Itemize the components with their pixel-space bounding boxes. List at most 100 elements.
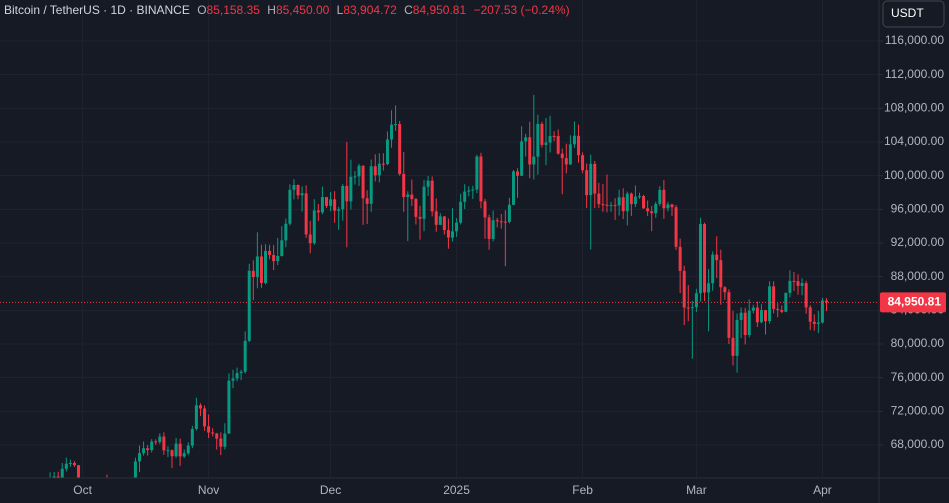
candle-body (341, 186, 345, 210)
candle-body (316, 210, 320, 213)
candle-body (568, 144, 572, 165)
candle-body (723, 287, 727, 293)
candle-body (259, 256, 263, 283)
candle-body (296, 185, 300, 196)
candle-body (467, 190, 471, 192)
y-tick-label: 72,000.00 (891, 404, 945, 418)
candle-body (698, 224, 702, 294)
candle-body (231, 378, 235, 381)
y-tick-label: 88,000.00 (891, 269, 945, 283)
y-tick-label: 80,000.00 (891, 336, 945, 350)
y-tick-label: 68,000.00 (891, 437, 945, 451)
candle-body (264, 250, 268, 283)
candle-body (654, 203, 658, 214)
candle-body (532, 156, 536, 165)
candle-body (190, 428, 194, 446)
y-tick-label: 116,000.00 (885, 33, 944, 47)
candle-body (56, 476, 60, 478)
candle-body (715, 254, 719, 261)
axes: 68,000.0072,000.0076,000.0080,000.0084,0… (73, 33, 946, 497)
candle-body (609, 205, 613, 207)
candle-body (251, 270, 255, 278)
candle-body (703, 224, 707, 293)
candle-body (751, 307, 755, 311)
candle-body (146, 448, 150, 451)
candle-body (605, 204, 609, 206)
candle-body (564, 158, 568, 165)
candle-body (678, 246, 682, 271)
candle-body (613, 205, 617, 207)
candle-body (353, 176, 357, 178)
candle-body (292, 185, 296, 190)
currency-button-frame[interactable] (882, 0, 945, 28)
candle-body (60, 468, 64, 478)
candle-body (276, 255, 280, 262)
candle-body (223, 433, 227, 447)
candle-body (764, 310, 768, 322)
legend-key: O (197, 3, 206, 17)
grid (0, 0, 879, 478)
candle-body (385, 139, 389, 165)
candle-body (243, 340, 247, 372)
candle-body (520, 141, 524, 176)
candle-body (68, 463, 72, 465)
candle-body (235, 373, 239, 379)
candle-body (593, 163, 597, 194)
candle-body (345, 186, 349, 202)
candle-body (361, 165, 365, 199)
candle-body (52, 476, 56, 478)
candle-body (491, 220, 495, 239)
candle-body (536, 123, 540, 157)
candle-body (406, 194, 410, 198)
candle-body (552, 135, 556, 137)
candle-body (475, 156, 479, 190)
candle-body (694, 293, 698, 308)
candle-body (255, 256, 259, 278)
x-tick-label: Dec (320, 483, 341, 497)
candle-body (650, 211, 654, 214)
candle-body (483, 201, 487, 218)
legend-value: 85,158.35 (207, 3, 261, 17)
candle-body (686, 307, 690, 309)
y-tick-label: 76,000.00 (891, 370, 945, 384)
candle-body (414, 199, 418, 217)
candle-body (719, 260, 723, 288)
y-tick-label: 92,000.00 (891, 235, 945, 249)
currency-label[interactable]: USDT (891, 6, 924, 20)
candle-body (72, 463, 76, 466)
candle-body (646, 208, 650, 212)
candle-body (625, 193, 629, 212)
candle-body (227, 380, 231, 434)
candle-body (524, 137, 528, 142)
candle-body (516, 171, 520, 176)
candle-body (820, 300, 824, 323)
candle-body (434, 211, 438, 225)
candle-body (560, 153, 564, 159)
candle-body (211, 432, 215, 434)
candle-body (621, 197, 625, 212)
candle-body (577, 135, 581, 156)
candle-body (373, 166, 377, 176)
currency-button[interactable]: USDT (882, 0, 945, 28)
candle-body (398, 124, 402, 174)
candle-body (394, 124, 398, 126)
candle-body (284, 223, 288, 241)
candle-body (304, 193, 308, 235)
candle-body (349, 176, 353, 202)
candle-body (739, 312, 743, 320)
candle-body (280, 240, 284, 256)
candle-body (272, 254, 276, 262)
candle-body (601, 204, 605, 206)
candle-body (402, 173, 406, 198)
candle-body (572, 135, 576, 145)
candle-body (430, 180, 434, 212)
y-tick-label: 108,000.00 (884, 100, 944, 114)
candle-body (329, 199, 333, 206)
x-tick-label: Feb (572, 483, 593, 497)
candle-body (158, 436, 162, 442)
candle-body (369, 166, 373, 204)
candle-body (743, 312, 747, 335)
x-tick-label: Nov (198, 483, 219, 497)
x-tick-label: Mar (686, 483, 707, 497)
candle-body (154, 441, 158, 443)
